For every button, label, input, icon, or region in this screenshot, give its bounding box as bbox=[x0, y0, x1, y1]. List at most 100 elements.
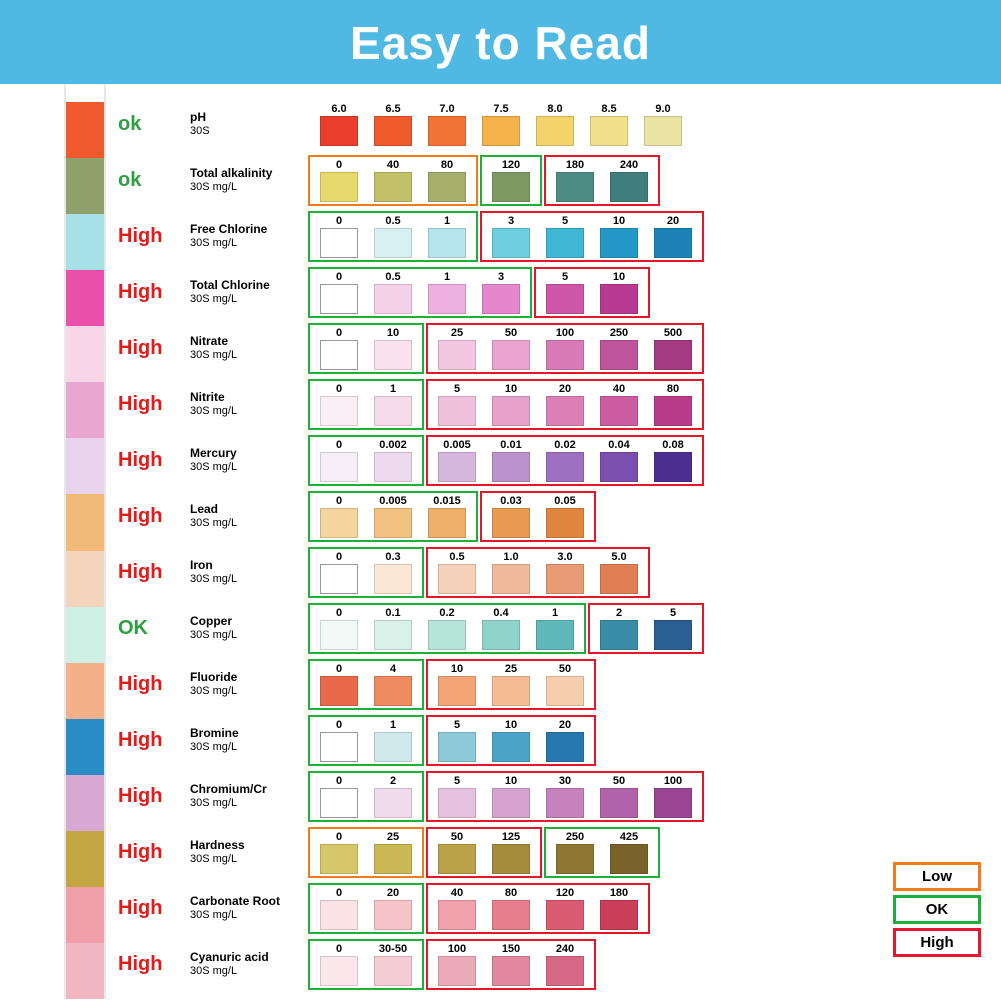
parameter-rows: okpH30S6.06.57.07.58.08.59.0okTotal alka… bbox=[118, 96, 991, 992]
param-row: HighFree Chlorine30S mg/L00.51351020 bbox=[118, 208, 991, 264]
range-group-ok: 00.51 bbox=[308, 211, 478, 262]
title-banner: Easy to Read bbox=[0, 0, 1001, 84]
cell-value: 5 bbox=[646, 607, 700, 619]
legend-ok: OK bbox=[893, 895, 981, 924]
color-cell: 150 bbox=[484, 943, 538, 986]
color-cell: 1.0 bbox=[484, 551, 538, 594]
cell-swatch bbox=[320, 844, 358, 874]
cell-swatch bbox=[438, 900, 476, 930]
color-cell: 3 bbox=[474, 271, 528, 314]
range-group-high: 25 bbox=[588, 603, 704, 654]
color-cell: 250 bbox=[592, 327, 646, 370]
cell-value: 20 bbox=[538, 719, 592, 731]
cell-value: 5 bbox=[430, 775, 484, 787]
cell-swatch bbox=[374, 676, 412, 706]
cell-swatch bbox=[654, 788, 692, 818]
cell-swatch bbox=[600, 340, 638, 370]
cell-value: 50 bbox=[592, 775, 646, 787]
cell-value: 0.01 bbox=[484, 439, 538, 451]
cell-swatch bbox=[320, 788, 358, 818]
cell-swatch bbox=[492, 844, 530, 874]
color-cell: 10 bbox=[484, 719, 538, 762]
swatch-cells: 00.0050.0150.030.05 bbox=[308, 491, 598, 542]
color-cell: 0 bbox=[312, 327, 366, 370]
cell-swatch bbox=[438, 844, 476, 874]
swatch-cells: 01510204080 bbox=[308, 379, 706, 430]
color-cell: 7.5 bbox=[474, 103, 528, 146]
range-group-high: 510 bbox=[534, 267, 650, 318]
param-label: Carbonate Root30S mg/L bbox=[190, 895, 308, 921]
color-cell: 50 bbox=[592, 775, 646, 818]
cell-swatch bbox=[438, 732, 476, 762]
cell-value: 0 bbox=[312, 439, 366, 451]
cell-value: 10 bbox=[430, 663, 484, 675]
cell-swatch bbox=[546, 508, 584, 538]
cell-value: 120 bbox=[538, 887, 592, 899]
range-group-high: 100150240 bbox=[426, 939, 596, 990]
color-cell: 0.05 bbox=[538, 495, 592, 538]
color-cell: 0 bbox=[312, 271, 366, 314]
color-cell: 1 bbox=[420, 215, 474, 258]
status-label: High bbox=[118, 785, 190, 808]
range-group-ok: 010 bbox=[308, 323, 424, 374]
cell-value: 40 bbox=[366, 159, 420, 171]
strip-swatch bbox=[66, 102, 104, 158]
cell-value: 240 bbox=[538, 943, 592, 955]
cell-swatch bbox=[320, 228, 358, 258]
color-cell: 4 bbox=[366, 663, 420, 706]
cell-value: 0 bbox=[312, 271, 366, 283]
color-cell: 0 bbox=[312, 719, 366, 762]
cell-swatch bbox=[320, 284, 358, 314]
range-group-ok: 120 bbox=[480, 155, 542, 206]
cell-swatch bbox=[654, 452, 692, 482]
cell-swatch bbox=[546, 732, 584, 762]
cell-value: 240 bbox=[602, 159, 656, 171]
color-cell: 0.015 bbox=[420, 495, 474, 538]
color-cell: 6.5 bbox=[366, 103, 420, 146]
cell-swatch bbox=[428, 284, 466, 314]
cell-swatch bbox=[546, 340, 584, 370]
color-cell: 3.0 bbox=[538, 551, 592, 594]
color-cell: 25 bbox=[430, 327, 484, 370]
range-group-high: 50125 bbox=[426, 827, 542, 878]
cell-swatch bbox=[546, 564, 584, 594]
cell-value: 20 bbox=[366, 887, 420, 899]
cell-swatch bbox=[492, 228, 530, 258]
cell-value: 5.0 bbox=[592, 551, 646, 563]
param-row: HighHardness30S mg/L02550125250425 bbox=[118, 824, 991, 880]
cell-swatch bbox=[600, 284, 638, 314]
param-label: Hardness30S mg/L bbox=[190, 839, 308, 865]
color-cell: 30-50 bbox=[366, 943, 420, 986]
cell-value: 6.0 bbox=[312, 103, 366, 115]
range-group-high: 0.51.03.05.0 bbox=[426, 547, 650, 598]
cell-value: 0.2 bbox=[420, 607, 474, 619]
cell-swatch bbox=[654, 340, 692, 370]
cell-swatch bbox=[438, 676, 476, 706]
color-cell: 0 bbox=[312, 551, 366, 594]
param-row: HighNitrite30S mg/L01510204080 bbox=[118, 376, 991, 432]
strip-swatch bbox=[66, 438, 104, 494]
cell-swatch bbox=[374, 788, 412, 818]
color-cell: 1 bbox=[366, 383, 420, 426]
param-label: Bromine30S mg/L bbox=[190, 727, 308, 753]
cell-value: 9.0 bbox=[636, 103, 690, 115]
color-cell: 10 bbox=[430, 663, 484, 706]
color-cell: 100 bbox=[646, 775, 700, 818]
range-group-low: 04080 bbox=[308, 155, 478, 206]
range-group-high: 0.0050.010.020.040.08 bbox=[426, 435, 704, 486]
color-cell: 0.4 bbox=[474, 607, 528, 650]
cell-swatch bbox=[320, 732, 358, 762]
cell-value: 1.0 bbox=[484, 551, 538, 563]
color-cell: 100 bbox=[430, 943, 484, 986]
cell-value: 7.0 bbox=[420, 103, 474, 115]
cell-swatch bbox=[536, 620, 574, 650]
cell-swatch bbox=[374, 284, 412, 314]
cell-swatch bbox=[482, 116, 520, 146]
cell-swatch bbox=[320, 396, 358, 426]
range-group-ok: 020 bbox=[308, 883, 424, 934]
cell-swatch bbox=[320, 564, 358, 594]
cell-value: 425 bbox=[602, 831, 656, 843]
color-cell: 100 bbox=[538, 327, 592, 370]
color-cell: 10 bbox=[592, 215, 646, 258]
cell-swatch bbox=[546, 284, 584, 314]
